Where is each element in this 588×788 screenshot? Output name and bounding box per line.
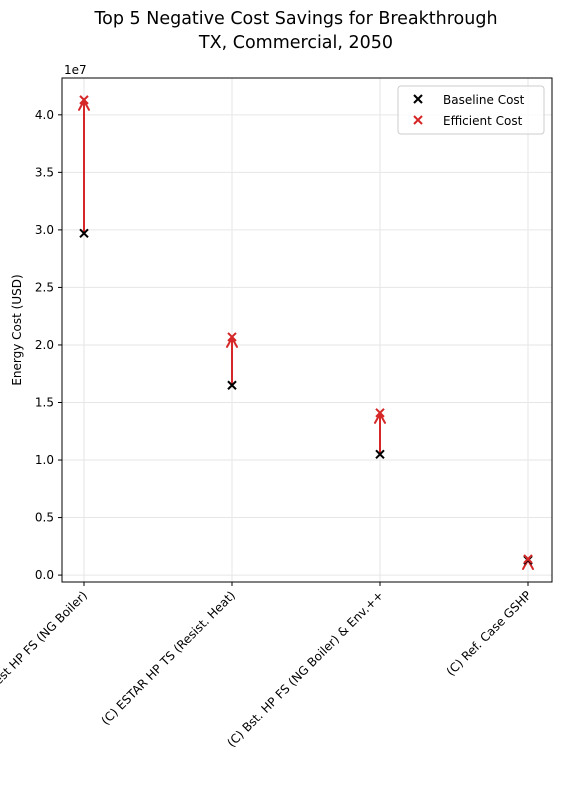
chart-title: Top 5 Negative Cost Savings for Breakthr… (93, 9, 497, 53)
x-tick-label: (C) Bst. HP FS (NG Boiler) & Env.++ (224, 588, 386, 750)
x-tick-label: (C) ESTAR HP TS (Resist. Heat) (98, 588, 238, 728)
y-tick-label: 1.5 (35, 395, 54, 409)
legend-label-baseline: Baseline Cost (443, 93, 525, 107)
y-tick-label: 1.0 (35, 453, 54, 467)
legend: Baseline Cost Efficient Cost (397, 85, 545, 135)
y-tick-label: 4.0 (35, 108, 54, 122)
efficient-cost-marker (375, 408, 385, 418)
efficient-cost-marker (79, 95, 89, 105)
y-axis: 0.0 0.5 1.0 1.5 2.0 2.5 3.0 3.5 4.0 (35, 108, 62, 582)
legend-label-efficient: Efficient Cost (443, 114, 523, 128)
y-tick-label: 2.0 (35, 338, 54, 352)
efficient-cost-marker (523, 554, 533, 564)
cost-change-arrow (374, 411, 386, 456)
cost-change-arrow (226, 335, 238, 387)
y-tick-label: 3.5 (35, 165, 54, 179)
baseline-cost-marker (227, 380, 237, 390)
y-tick-label: 2.5 (35, 280, 54, 294)
baseline-cost-marker (79, 228, 89, 239)
y-axis-label: Energy Cost (USD) (10, 274, 24, 385)
efficient-cost-marker (227, 332, 237, 342)
cost-change-arrow (78, 98, 90, 235)
x-tick-label: (C) Ref. Case GSHP (444, 588, 535, 679)
x-tick-label: (C) Best HP FS (NG Boiler) (0, 588, 90, 708)
chart-title-line-1: Top 5 Negative Cost Savings for Breakthr… (93, 9, 497, 29)
legend-marker-baseline (413, 94, 423, 104)
x-axis: (C) Best HP FS (NG Boiler)(C) ESTAR HP T… (0, 582, 534, 750)
baseline-cost-marker (375, 449, 385, 459)
chart-marks (78, 95, 534, 570)
grid-lines (62, 78, 552, 582)
chart-title-line-2: TX, Commercial, 2050 (198, 33, 393, 53)
y-axis-multiplier: 1e7 (64, 63, 87, 77)
legend-box (397, 85, 545, 135)
legend-marker-efficient (413, 115, 423, 125)
y-tick-label: 0.5 (35, 511, 54, 525)
plot-area-frame (61, 77, 553, 583)
y-tick-label: 3.0 (35, 223, 54, 237)
y-tick-label: 0.0 (35, 568, 54, 582)
